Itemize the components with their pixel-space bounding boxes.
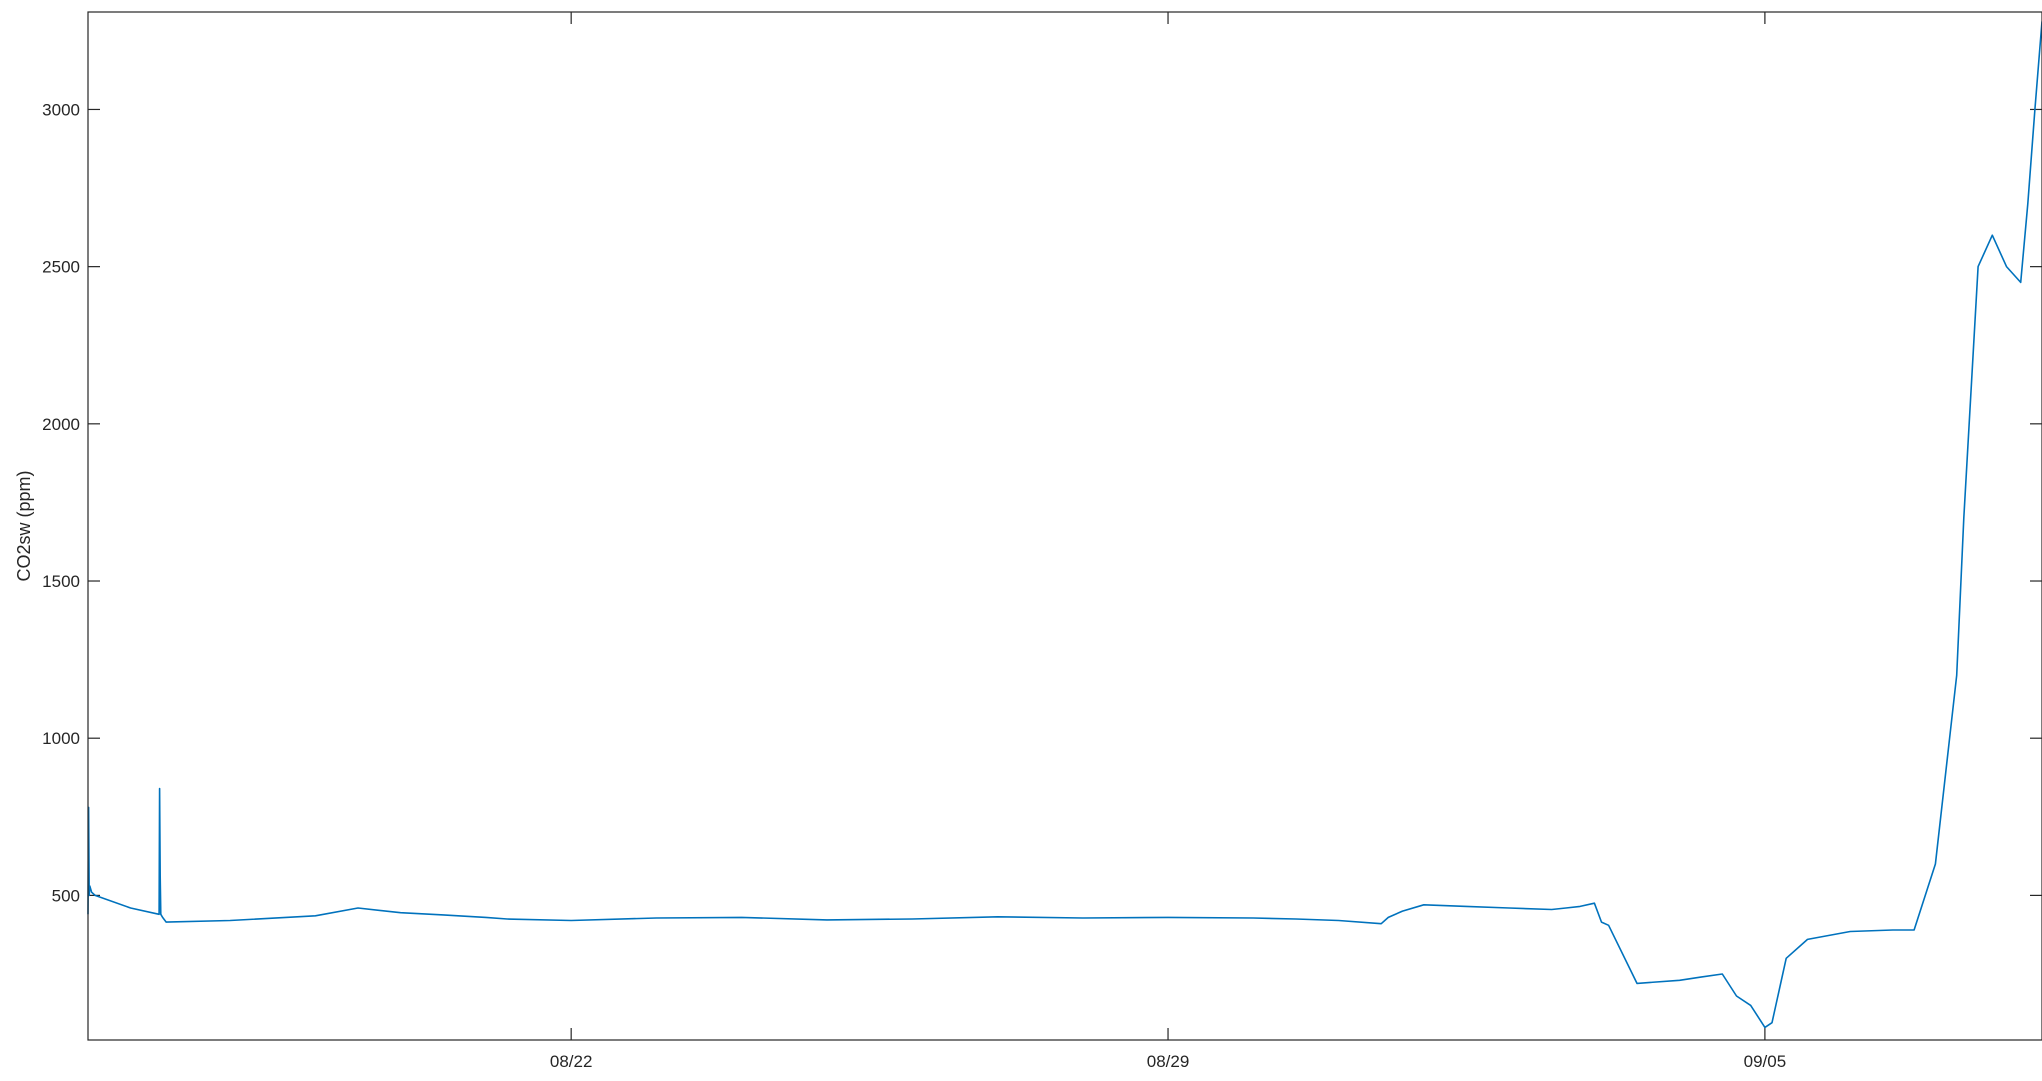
y-tick-label: 3000: [42, 100, 80, 119]
plot-frame: [87, 11, 2042, 1041]
x-tick-label: 09/05: [1744, 1052, 1787, 1071]
series-layer: [87, 21, 2042, 1029]
series-line: [87, 21, 2042, 1029]
y-tick-label: 2500: [42, 258, 80, 277]
y-tick-label: 1000: [42, 729, 80, 748]
x-tick-label: 08/22: [550, 1052, 593, 1071]
y-axis-label: CO2sw (ppm): [14, 470, 34, 581]
y-tick-label: 1500: [42, 572, 80, 591]
y-tick-label: 500: [52, 886, 80, 905]
y-tick-label: 2000: [42, 415, 80, 434]
ticks-layer: 500 1000 1500 2000 2500 3000 08/22 08/29 09/05: [42, 12, 2042, 1071]
plot-background: [88, 12, 2042, 1040]
x-tick-label: 08/29: [1147, 1052, 1190, 1071]
